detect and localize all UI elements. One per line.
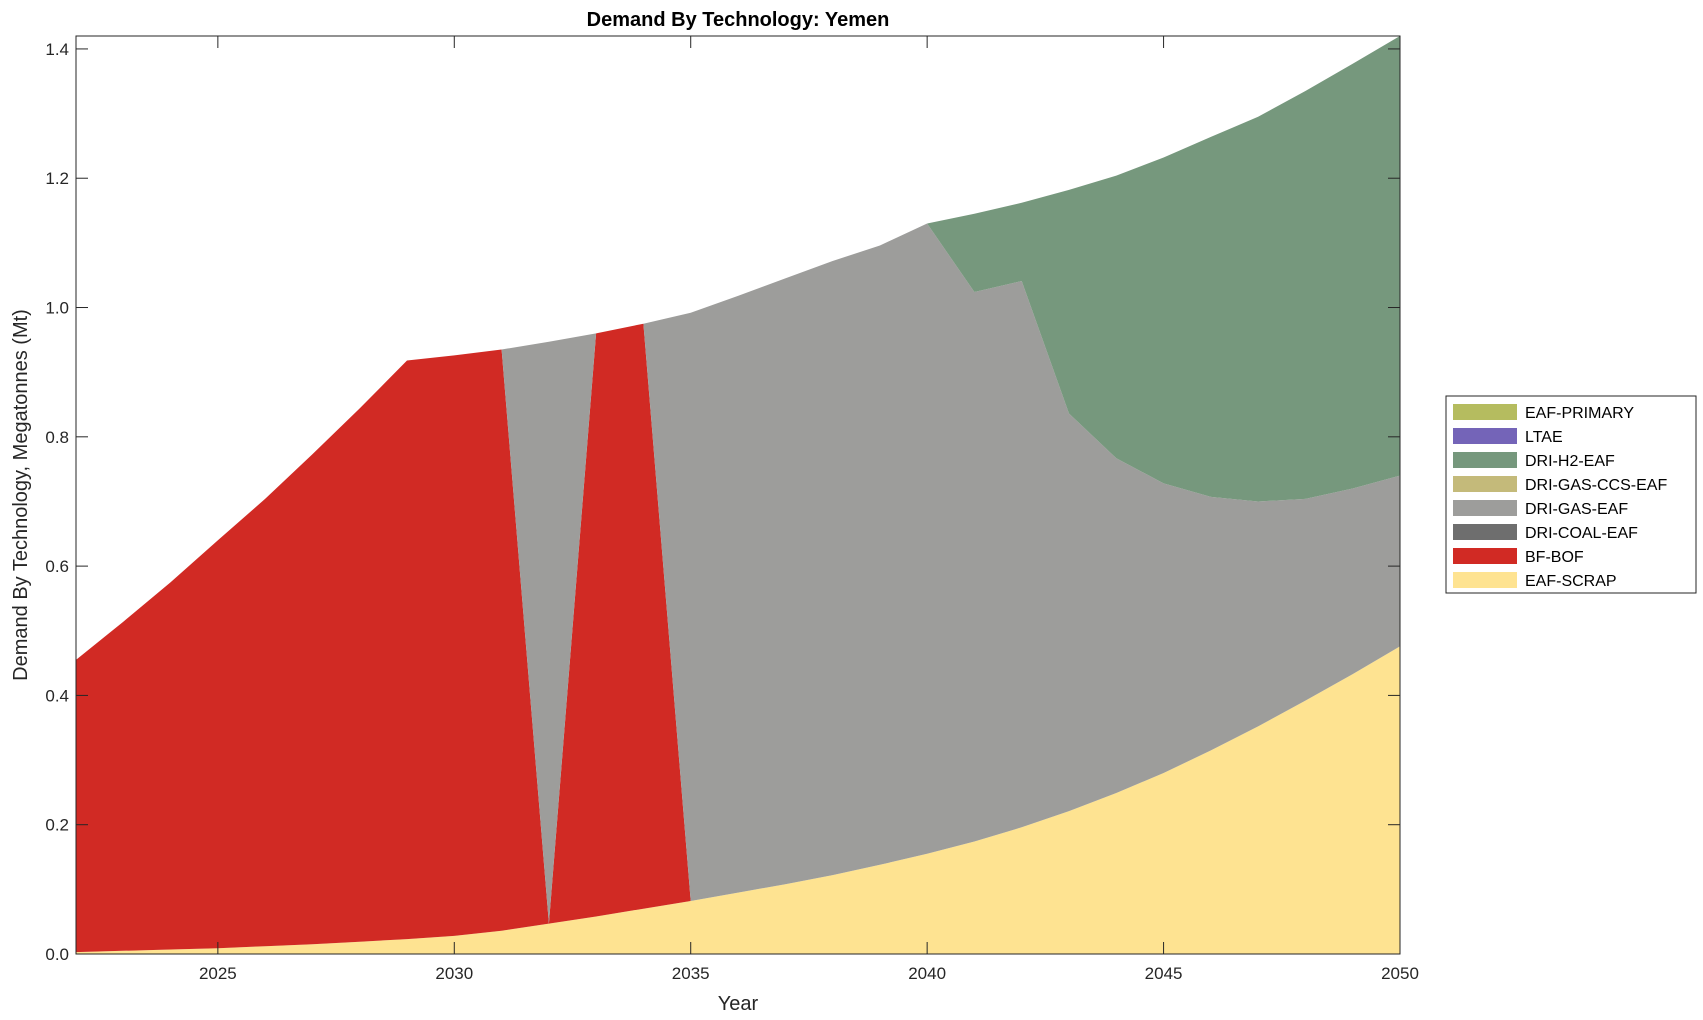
legend: EAF-PRIMARY LTAE DRI-H2-EAF DRI-GAS-CCS-EAF… [1445,395,1697,594]
legend-label: EAF-SCRAP [1525,573,1617,590]
legend-swatch [1453,452,1517,468]
x-axis-label: Year [718,993,759,1015]
y-axis-ticks: 0.0 0.2 0.4 0.6 0.8 1.0 1.2 1.4 [45,40,1400,964]
legend-label: DRI-GAS-EAF [1525,501,1628,518]
y-tick-label: 0.6 [45,557,69,576]
plot-frame [75,35,1401,955]
legend-swatch [1453,500,1517,516]
x-tick-label: 2025 [199,964,237,983]
y-tick-label: 1.2 [45,169,69,188]
y-tick-label: 0.2 [45,816,69,835]
area-dri-gas-eaf [76,223,1400,924]
x-tick-label: 2035 [672,964,710,983]
area-layers [76,36,1400,954]
legend-label: LTAE [1525,429,1563,446]
y-tick-label: 1.0 [45,299,69,318]
y-tick-label: 0.4 [45,686,69,705]
x-tick-label: 2030 [435,964,473,983]
x-axis-ticks: 2025 2030 2035 2040 2045 2050 [199,36,1419,983]
y-axis-label: Demand By Technology, Megatonnes (Mt) [10,309,32,681]
chart-title: Demand By Technology: Yemen [587,9,890,31]
legend-swatch [1453,404,1517,420]
y-tick-label: 0.8 [45,428,69,447]
x-tick-label: 2045 [1145,964,1183,983]
legend-swatch [1453,428,1517,444]
legend-swatch [1453,524,1517,540]
legend-label: DRI-H2-EAF [1525,453,1615,470]
area-dri-h2-eaf [76,36,1400,660]
x-tick-label: 2050 [1381,964,1419,983]
legend-swatch [1453,572,1517,588]
legend-swatch [1453,548,1517,564]
y-tick-label: 1.4 [45,40,69,59]
legend-label: DRI-COAL-EAF [1525,525,1638,542]
legend-label: BF-BOF [1525,549,1584,566]
area-bf-bof [76,323,1400,953]
area-eaf-scrap [76,646,1400,954]
y-tick-label: 0.0 [45,945,69,964]
legend-label: DRI-GAS-CCS-EAF [1525,477,1667,494]
x-tick-label: 2040 [908,964,946,983]
legend-swatch [1453,476,1517,492]
legend-label: EAF-PRIMARY [1525,405,1634,422]
